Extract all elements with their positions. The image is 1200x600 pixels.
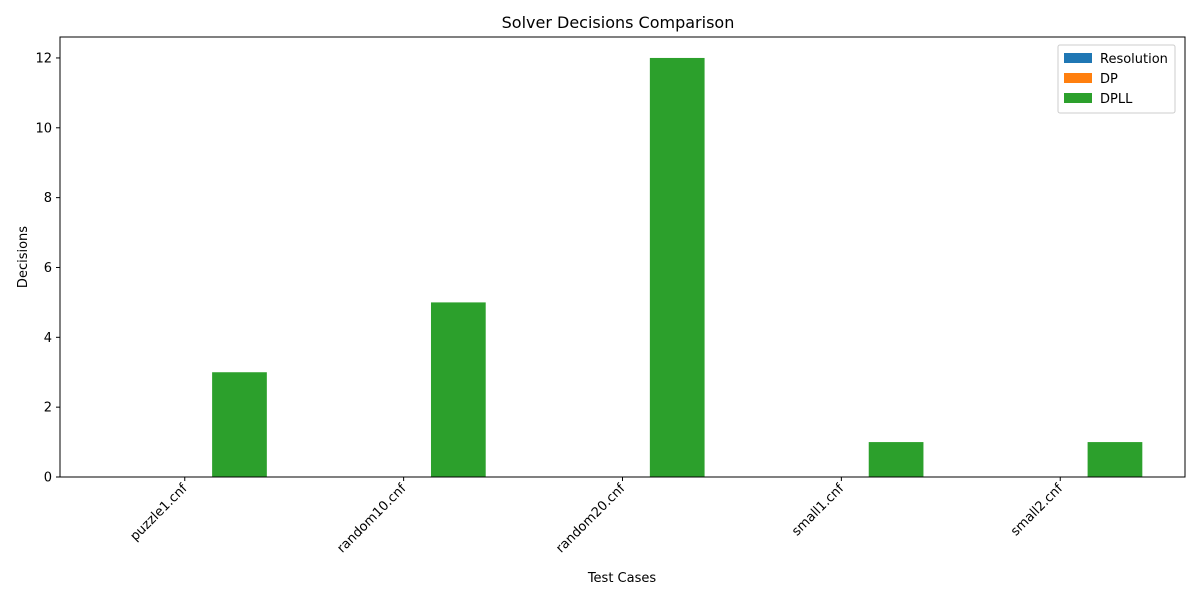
chart-title: Solver Decisions Comparison [502,13,735,32]
y-tick-label: 4 [44,331,52,346]
x-tick-label: small1.cnf [789,481,847,539]
y-tick-label: 10 [35,121,52,136]
legend-label-dp: DP [1100,72,1118,87]
legend-swatch-dpll [1064,93,1092,103]
bar-dpll-3 [868,442,924,477]
bar-dpll-4 [1087,442,1143,477]
legend-swatch-dp [1064,73,1092,83]
legend-label-dpll: DPLL [1100,92,1133,107]
y-axis-label: Decisions [16,226,31,288]
x-tick-label: random10.cnf [334,481,409,556]
x-tick-label: puzzle1.cnf [128,481,191,544]
plot-area: 0 2 4 6 8 10 12 puzzle1.cnf random10.cnf random20… [35,36,1186,556]
x-axis-label: Test Cases [587,571,657,586]
y-tick-label: 12 [35,51,52,66]
legend: Resolution DP DPLL [1057,44,1176,114]
y-tick-label: 6 [44,261,52,276]
y-tick-label: 0 [44,471,52,486]
y-tick-label: 8 [44,191,52,206]
legend-label-resolution: Resolution [1100,52,1168,67]
x-tick-label: small2.cnf [1008,481,1066,539]
bar-dpll-0 [212,372,267,477]
bar-dpll-2 [649,57,705,477]
bar-dpll-1 [430,302,486,477]
x-tick-label: random20.cnf [553,481,628,556]
legend-swatch-resolution [1064,53,1092,63]
y-tick-label: 2 [44,401,52,416]
